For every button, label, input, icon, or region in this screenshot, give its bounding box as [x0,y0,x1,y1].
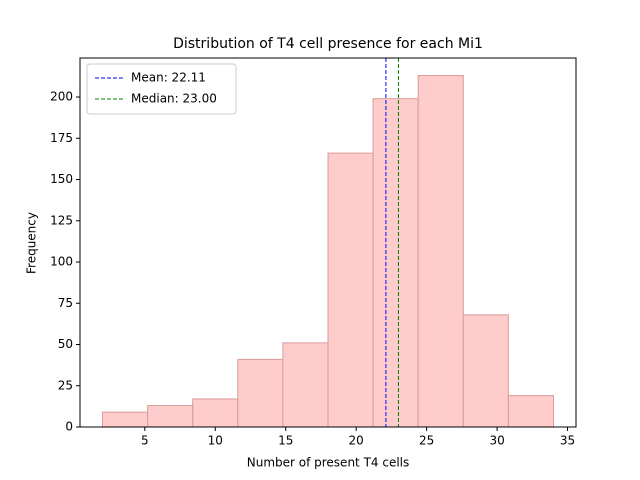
y-tick-label: 50 [58,337,73,351]
bar [102,411,149,428]
x-tick-label: 15 [278,434,293,448]
legend-label: Mean: 22.11 [131,71,206,85]
x-tick-label: 25 [419,434,434,448]
x-tick-label: 35 [560,434,575,448]
y-tick-label: 0 [65,420,73,434]
bar [507,395,554,428]
bar [417,75,464,428]
y-axis-label: Frequency [25,212,39,274]
y-tick-label: 175 [50,131,73,145]
x-tick-label: 20 [349,434,364,448]
chart-title: Distribution of T4 cell presence for eac… [173,36,483,52]
legend-box [86,63,237,115]
bar [237,358,284,428]
x-axis-label: Number of present T4 cells [247,456,410,470]
legend-label: Median: 23.00 [131,92,217,106]
y-tick-label: 75 [58,296,73,310]
y-tick-label: 125 [50,213,73,227]
y-tick-label: 25 [58,378,73,392]
y-tick-label: 200 [50,90,73,104]
bar [462,314,509,428]
bar [327,152,374,428]
x-tick-label: 30 [489,434,504,448]
plot-frame [79,57,577,428]
bar [372,98,419,428]
x-tick-label: 10 [208,434,223,448]
bar [147,405,194,428]
y-tick-label: 100 [50,255,73,269]
bar [192,398,239,428]
bar [282,342,329,428]
x-tick-label: 5 [141,434,149,448]
y-tick-label: 150 [50,172,73,186]
